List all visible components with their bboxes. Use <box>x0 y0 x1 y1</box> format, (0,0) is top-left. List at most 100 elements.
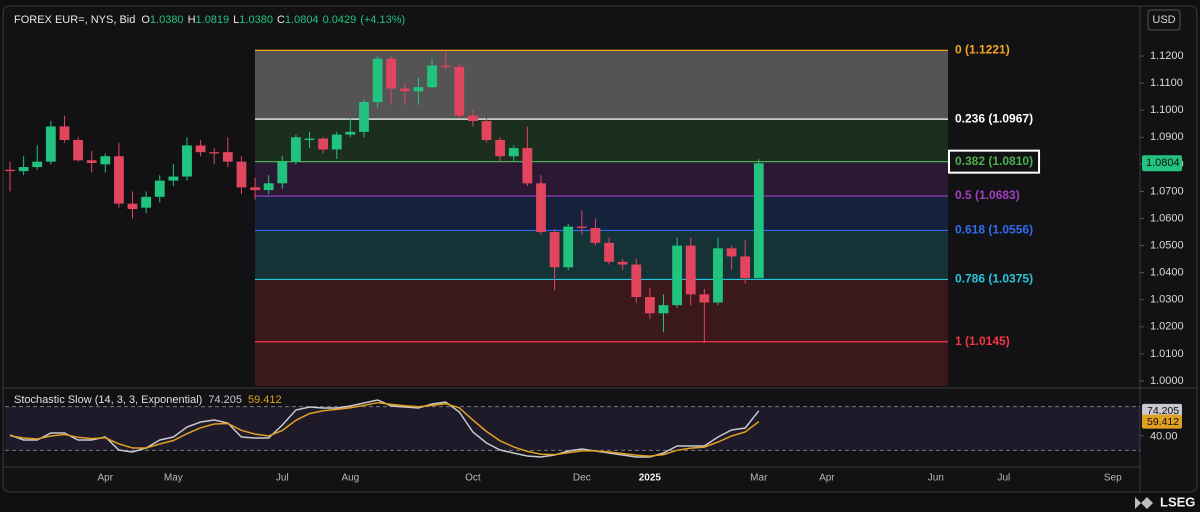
candle-body <box>522 148 533 184</box>
indicator-tag <box>1142 414 1182 429</box>
fib-label: 0.618 (1.0556) <box>955 223 1033 237</box>
candle-body <box>154 180 165 197</box>
candle-body <box>685 245 696 295</box>
candle-body <box>209 152 220 154</box>
candle-body <box>413 87 424 92</box>
candle-body <box>644 297 655 314</box>
y-tick-label: 1.1200 <box>1150 50 1184 62</box>
x-tick-label: Oct <box>465 473 481 484</box>
candle-body <box>454 66 465 116</box>
candle-body <box>699 294 710 303</box>
x-tick-label: Mar <box>750 473 768 484</box>
fib-label: 0.236 (1.0967) <box>955 111 1033 125</box>
candle-body <box>86 160 97 164</box>
candle-body <box>467 115 478 122</box>
change: 0.0429 <box>323 14 357 26</box>
indicator-value: 74.205 <box>208 394 242 406</box>
fib-label: 1 (1.0145) <box>955 334 1010 348</box>
y-tick-label: 1.0000 <box>1150 375 1184 387</box>
candle-body <box>100 156 111 165</box>
y-tick-label: 1.0400 <box>1150 267 1184 279</box>
candle-body <box>291 137 301 162</box>
candle-body <box>399 88 410 92</box>
candle-body <box>304 138 315 140</box>
candle-body <box>5 169 15 172</box>
candle-body <box>73 139 83 161</box>
candle-body <box>263 183 274 191</box>
field-key: H <box>188 14 196 26</box>
field-key: L <box>233 14 239 26</box>
candle-body <box>536 183 546 233</box>
x-tick-label: May <box>164 473 183 484</box>
candle-body <box>672 245 683 306</box>
chart-frame <box>2 5 1198 493</box>
candle-body <box>726 248 737 257</box>
fib-zone <box>255 341 948 386</box>
fib-zone <box>255 161 948 197</box>
candle-body <box>331 134 342 150</box>
field-value: 1.0819 <box>196 14 230 26</box>
x-tick-label: Jun <box>928 473 944 484</box>
y-tick-label: 1.1100 <box>1150 77 1183 89</box>
brand-logo <box>1135 497 1153 509</box>
indicator-line <box>9 401 760 457</box>
x-tick-label: Jul <box>997 473 1010 484</box>
candle-body <box>440 65 451 67</box>
candle-body <box>359 102 369 132</box>
candle-body <box>45 126 56 162</box>
change-pct: (+4.13%) <box>360 14 405 26</box>
candle-body <box>590 227 601 243</box>
y-tick-label: 1.0600 <box>1150 212 1184 224</box>
candle-body <box>32 161 43 168</box>
indicator-tag <box>1142 403 1182 418</box>
y-tick-label: 1.0900 <box>1150 131 1184 143</box>
brand: LSEG <box>1160 494 1195 509</box>
fib-label: 0 (1.1221) <box>955 43 1010 57</box>
candle-body <box>713 248 723 303</box>
candle-body <box>508 148 519 157</box>
field-value: 1.0804 <box>285 14 319 26</box>
currency-box[interactable] <box>1147 9 1181 31</box>
candle-body <box>481 121 492 140</box>
candle-body <box>236 161 247 188</box>
candle-body <box>576 226 587 228</box>
fib-label: 0.382 (1.0810) <box>955 154 1033 168</box>
candle-body <box>114 156 124 204</box>
candle-body <box>427 65 437 88</box>
indicator-tag-value: 59.412 <box>1147 416 1179 428</box>
candle-body <box>18 167 29 172</box>
band-fill <box>5 406 1140 451</box>
last-price: 1.0804 <box>1146 157 1180 169</box>
y-tick-label: 40.00 <box>1150 431 1178 443</box>
y-tick-label: 1.0300 <box>1150 294 1184 306</box>
indicator-tag-value: 74.205 <box>1147 405 1179 417</box>
field-key: C <box>277 14 285 26</box>
candle-body <box>141 196 152 208</box>
fib-label: 0.5 (1.0683) <box>955 188 1020 202</box>
candle-body <box>753 163 764 279</box>
x-tick-label: 2025 <box>639 473 662 484</box>
x-tick-label: Apr <box>98 473 114 484</box>
field-key: O <box>141 14 150 26</box>
y-tick-label: 1.0700 <box>1150 185 1184 197</box>
candle-body <box>168 176 179 181</box>
x-tick-label: Aug <box>341 473 359 484</box>
currency[interactable]: USD <box>1152 14 1175 26</box>
fib-zone <box>255 50 948 120</box>
candle-body <box>345 131 356 135</box>
y-tick-label: 1.0500 <box>1150 240 1184 252</box>
header: FOREX EUR=, NYS, Bid O1.0380 H1.0819 L1.038… <box>14 14 405 26</box>
candle-body <box>617 261 628 265</box>
candle-body <box>182 145 192 177</box>
candle-body <box>631 264 642 298</box>
y-tick-label: 1.1000 <box>1150 104 1184 116</box>
candle-body <box>59 126 70 140</box>
fib-zone <box>255 279 948 342</box>
candle-body <box>604 242 614 262</box>
candle-body <box>372 58 383 103</box>
symbol: FOREX EUR=, NYS, Bid <box>14 14 135 26</box>
fib-highlight <box>948 149 1041 174</box>
fib-zone <box>255 196 948 231</box>
candle-body <box>549 232 560 268</box>
